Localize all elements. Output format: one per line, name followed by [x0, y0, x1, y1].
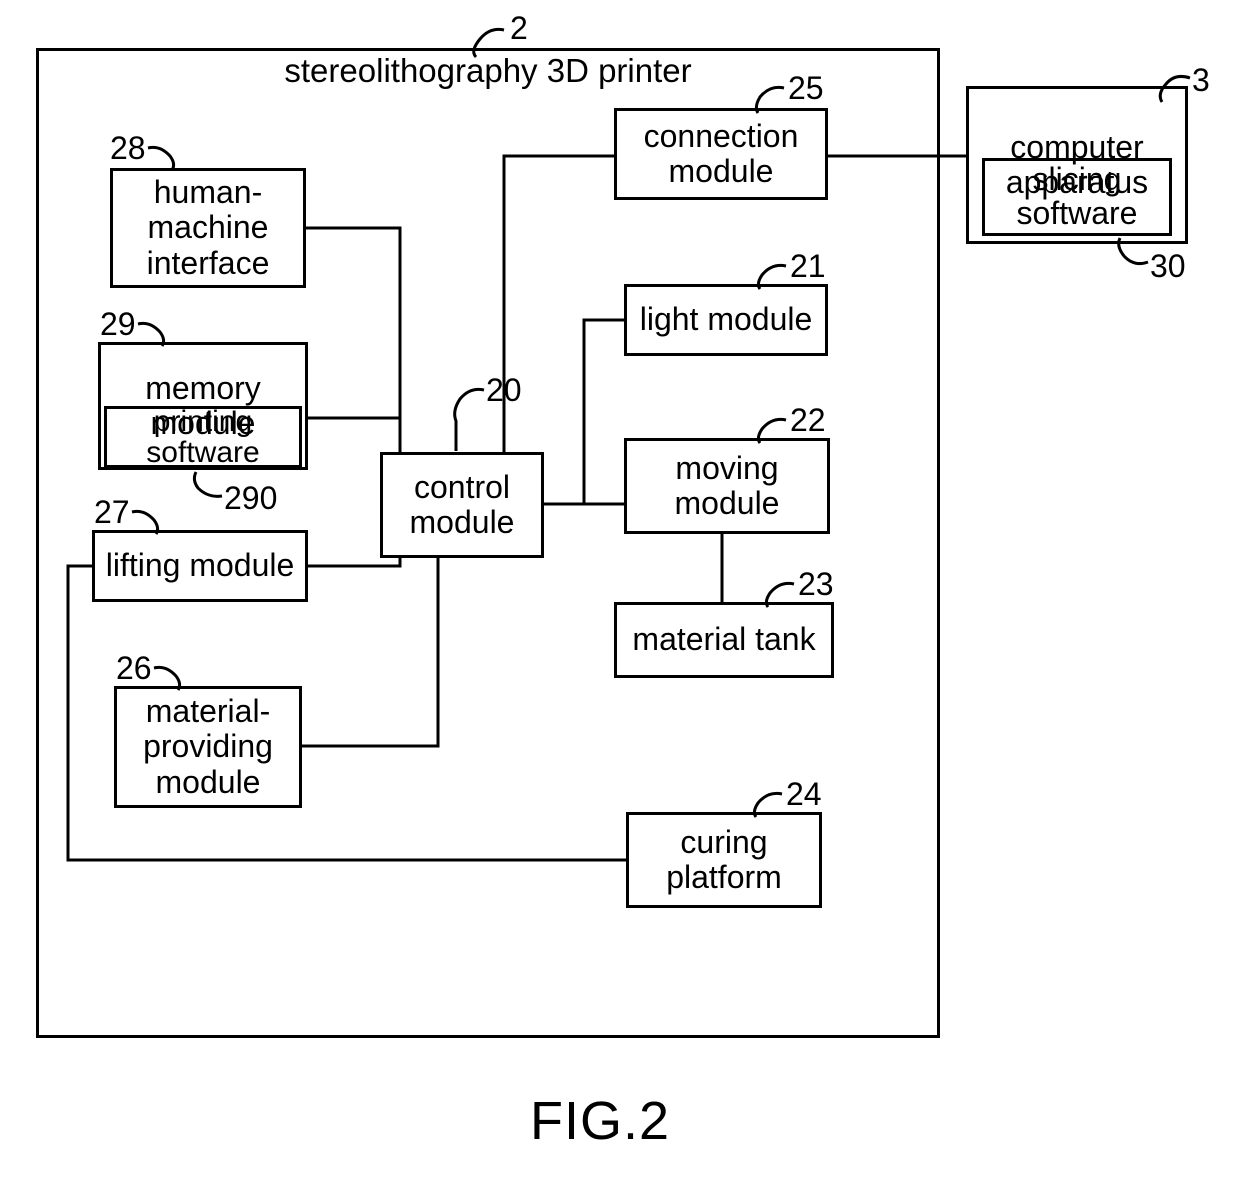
moving-label: moving module [675, 451, 780, 521]
light-label: light module [640, 302, 813, 337]
hmi-box: human- machine interface [110, 168, 306, 288]
moving-box: moving module [624, 438, 830, 534]
ref-290: 290 [224, 480, 277, 517]
printing-label: printing software [146, 406, 259, 469]
material-label: material- providing module [143, 694, 273, 800]
ref-2: 2 [510, 10, 528, 47]
ref-23: 23 [798, 566, 834, 603]
hmi-label: human- machine interface [147, 175, 270, 281]
slicing-label: slicing software [1017, 163, 1138, 230]
ref-20: 20 [486, 372, 522, 409]
tank-label: material tank [632, 622, 815, 657]
ref-26: 26 [116, 650, 152, 687]
connection-box: connection module [614, 108, 828, 200]
slicing-box: slicing software [982, 158, 1172, 236]
ref-24: 24 [786, 776, 822, 813]
light-box: light module [624, 284, 828, 356]
ref-27: 27 [94, 494, 130, 531]
ref-3: 3 [1192, 62, 1210, 99]
curing-label: curing platform [666, 825, 782, 895]
ref-25: 25 [788, 70, 824, 107]
ref-29: 29 [100, 306, 136, 343]
curing-box: curing platform [626, 812, 822, 908]
lifting-label: lifting module [106, 548, 295, 583]
lifting-box: lifting module [92, 530, 308, 602]
ref-21: 21 [790, 248, 826, 285]
control-label: control module [410, 470, 515, 540]
diagram-canvas: stereolithography 3D printer human- mach… [0, 0, 1240, 1187]
connection-label: connection module [644, 119, 799, 189]
ref-22: 22 [790, 402, 826, 439]
figure-caption: FIG.2 [530, 1090, 670, 1152]
printer-title: stereolithography 3D printer [284, 53, 691, 89]
ref-30: 30 [1150, 248, 1186, 285]
control-box: control module [380, 452, 544, 558]
ref-28: 28 [110, 130, 146, 167]
printing-box: printing software [104, 406, 302, 468]
tank-box: material tank [614, 602, 834, 678]
material-box: material- providing module [114, 686, 302, 808]
